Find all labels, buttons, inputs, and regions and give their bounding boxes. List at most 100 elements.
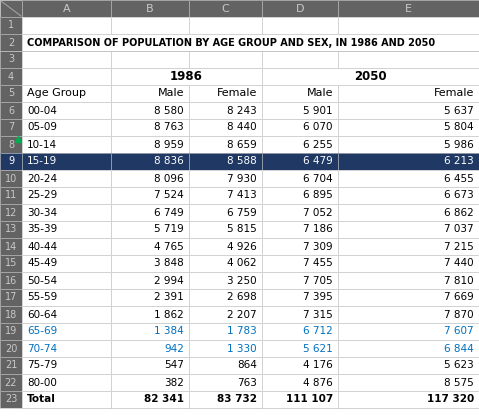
Bar bbox=[111, 374, 189, 391]
Bar bbox=[111, 170, 189, 187]
Bar bbox=[111, 17, 189, 34]
Text: 4 062: 4 062 bbox=[228, 258, 257, 268]
Bar bbox=[111, 323, 189, 340]
Text: 10: 10 bbox=[5, 173, 17, 183]
Text: 7 395: 7 395 bbox=[303, 292, 333, 302]
Bar bbox=[111, 170, 189, 187]
Bar bbox=[111, 238, 189, 255]
Bar bbox=[338, 391, 479, 408]
Text: 16: 16 bbox=[5, 275, 17, 285]
Text: 83 732: 83 732 bbox=[217, 394, 257, 404]
Text: Male: Male bbox=[158, 89, 184, 99]
Bar bbox=[111, 357, 189, 374]
Bar bbox=[189, 255, 262, 272]
Bar bbox=[22, 272, 111, 289]
Bar bbox=[189, 221, 262, 238]
Text: 8 575: 8 575 bbox=[444, 377, 474, 387]
Bar bbox=[111, 357, 189, 374]
Bar bbox=[22, 340, 111, 357]
Bar bbox=[111, 306, 189, 323]
Text: 35-39: 35-39 bbox=[27, 225, 57, 235]
Bar bbox=[22, 340, 111, 357]
Bar bbox=[0, 85, 22, 102]
Text: 20: 20 bbox=[5, 344, 17, 354]
Bar bbox=[22, 238, 111, 255]
Bar bbox=[22, 289, 111, 306]
Bar bbox=[189, 391, 262, 408]
Bar bbox=[22, 323, 111, 340]
Bar bbox=[22, 170, 111, 187]
Text: 5 621: 5 621 bbox=[303, 344, 333, 354]
Bar bbox=[0, 102, 22, 119]
Bar bbox=[0, 68, 22, 85]
Text: 75-79: 75-79 bbox=[27, 361, 57, 371]
Bar bbox=[22, 357, 111, 374]
Text: 1 862: 1 862 bbox=[154, 310, 184, 319]
Bar bbox=[0, 306, 22, 323]
Bar bbox=[262, 0, 338, 17]
Bar bbox=[22, 0, 111, 17]
Bar bbox=[189, 170, 262, 187]
Bar bbox=[0, 340, 22, 357]
Bar bbox=[0, 102, 22, 119]
Text: 2 698: 2 698 bbox=[227, 292, 257, 302]
Bar bbox=[189, 51, 262, 68]
Bar bbox=[262, 238, 338, 255]
Text: 8 836: 8 836 bbox=[154, 156, 184, 166]
Bar bbox=[0, 289, 22, 306]
Bar bbox=[22, 119, 111, 136]
Bar bbox=[262, 170, 338, 187]
Bar bbox=[22, 102, 111, 119]
Text: 55-59: 55-59 bbox=[27, 292, 57, 302]
Bar bbox=[189, 357, 262, 374]
Bar bbox=[22, 136, 111, 153]
Bar bbox=[189, 0, 262, 17]
Text: D: D bbox=[296, 3, 304, 13]
Bar bbox=[22, 51, 111, 68]
Text: 8 243: 8 243 bbox=[227, 106, 257, 116]
Text: 5: 5 bbox=[8, 89, 14, 99]
Bar bbox=[0, 85, 22, 102]
Text: 82 341: 82 341 bbox=[144, 394, 184, 404]
Bar bbox=[338, 289, 479, 306]
Bar bbox=[338, 323, 479, 340]
Text: 7 186: 7 186 bbox=[303, 225, 333, 235]
Text: 7 037: 7 037 bbox=[445, 225, 474, 235]
Bar bbox=[0, 221, 22, 238]
Bar bbox=[262, 204, 338, 221]
Bar bbox=[22, 153, 111, 170]
Bar bbox=[189, 357, 262, 374]
Text: A: A bbox=[63, 3, 70, 13]
Text: 111 107: 111 107 bbox=[286, 394, 333, 404]
Text: 10-14: 10-14 bbox=[27, 139, 57, 149]
Text: 5 623: 5 623 bbox=[444, 361, 474, 371]
Text: 9: 9 bbox=[8, 156, 14, 166]
Text: 11: 11 bbox=[5, 191, 17, 201]
Bar bbox=[22, 289, 111, 306]
Text: 117 320: 117 320 bbox=[427, 394, 474, 404]
Bar bbox=[189, 374, 262, 391]
Text: 1986: 1986 bbox=[170, 70, 203, 83]
Bar bbox=[0, 289, 22, 306]
Bar bbox=[0, 204, 22, 221]
Text: 65-69: 65-69 bbox=[27, 327, 57, 337]
Bar bbox=[262, 306, 338, 323]
Bar bbox=[22, 119, 111, 136]
Text: 1 783: 1 783 bbox=[227, 327, 257, 337]
Bar bbox=[111, 306, 189, 323]
Bar bbox=[111, 17, 189, 34]
Bar bbox=[0, 204, 22, 221]
Bar bbox=[0, 119, 22, 136]
Bar bbox=[111, 221, 189, 238]
Bar bbox=[189, 153, 262, 170]
Bar bbox=[111, 68, 262, 85]
Bar bbox=[262, 221, 338, 238]
Bar bbox=[111, 204, 189, 221]
Bar bbox=[22, 306, 111, 323]
Text: 6 070: 6 070 bbox=[304, 122, 333, 133]
Bar bbox=[0, 136, 22, 153]
Bar bbox=[262, 187, 338, 204]
Text: 13: 13 bbox=[5, 225, 17, 235]
Bar bbox=[22, 272, 111, 289]
Bar bbox=[22, 204, 111, 221]
